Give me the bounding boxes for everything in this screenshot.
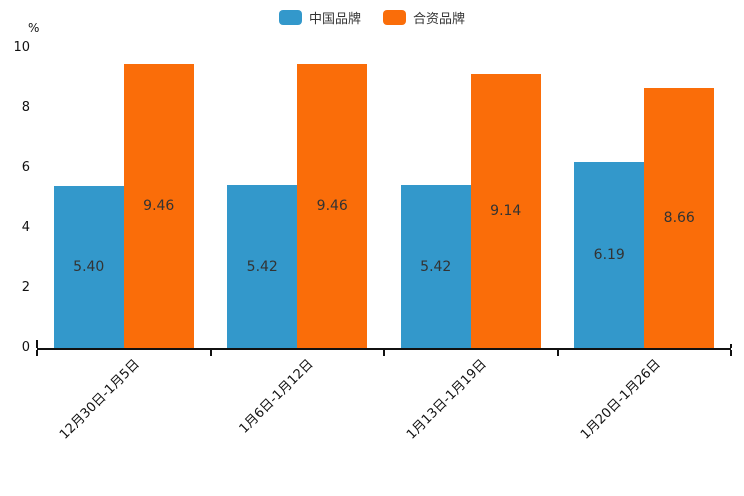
bar-中国品牌-3	[574, 162, 645, 348]
y-tick-label: 8	[21, 100, 30, 115]
y-tick-label: 6	[21, 160, 30, 175]
legend-label: 合资品牌	[413, 11, 466, 27]
bar-中国品牌-1	[227, 185, 298, 348]
bar-value-label: 8.66	[663, 210, 695, 227]
x-tick-label: 1月6日-1月12日	[236, 356, 317, 437]
legend-marker-icon	[278, 9, 302, 25]
bar-合资品牌-1	[297, 64, 368, 348]
y-tick-label: 10	[13, 40, 30, 55]
x-axis-tick	[383, 350, 385, 356]
y-tick-label: 4	[21, 220, 30, 235]
legend-item-1[interactable]: 合资品牌	[383, 8, 465, 27]
bar-合资品牌-2	[470, 73, 541, 348]
legend-label: 中国品牌	[308, 11, 361, 27]
bar-合资品牌-3	[644, 88, 715, 348]
x-tick-label: 1月20日-1月26日	[577, 356, 664, 443]
bar-value-label: 6.19	[593, 247, 625, 264]
x-axis-line	[37, 348, 731, 350]
x-tick-label: 12月30日-1月5日	[57, 356, 144, 443]
bar-value-label: 9.46	[316, 198, 348, 215]
legend-marker-icon	[383, 9, 406, 25]
bar-value-label: 9.14	[490, 202, 522, 219]
y-axis-unit-label: %	[28, 21, 40, 35]
bar-中国品牌-0	[53, 186, 124, 348]
x-axis-tick	[556, 350, 559, 356]
y-tick-label: 0	[21, 340, 30, 355]
legend-item-0[interactable]: 中国品牌	[278, 8, 361, 27]
x-axis-right-cap	[730, 344, 732, 348]
x-axis-tick	[36, 350, 38, 356]
bar-合资品牌-0	[123, 64, 194, 348]
x-axis-tick	[209, 350, 212, 356]
y-tick-label: 2	[21, 280, 30, 295]
bar-中国品牌-2	[400, 185, 471, 348]
x-axis-left-cap	[36, 340, 38, 348]
bar-value-label: 9.46	[143, 198, 175, 215]
bar-value-label: 5.42	[420, 258, 452, 275]
x-tick-label: 1月13日-1月19日	[404, 356, 491, 443]
x-axis-tick	[730, 350, 732, 356]
bar-value-label: 5.40	[73, 259, 105, 275]
legend: 中国品牌 合资品牌	[0, 6, 744, 28]
bar-value-label: 5.42	[246, 258, 278, 275]
